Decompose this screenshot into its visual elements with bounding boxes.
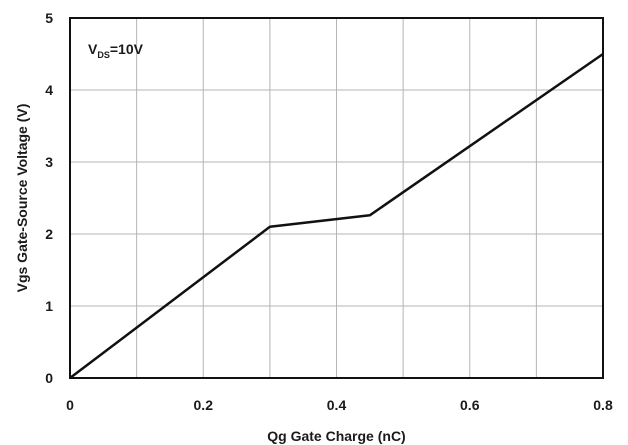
x-tick-label: 0.4 [327,397,347,413]
y-tick-label: 1 [45,298,53,314]
x-axis-ticks: 0 0.2 0.4 0.6 0.8 [66,397,613,413]
x-axis-label: Qg Gate Charge (nC) [267,428,405,444]
y-tick-label: 5 [45,10,53,26]
annotation-suffix: =10V [110,41,144,57]
y-axis-label: Vgs Gate-Source Voltage (V) [14,104,30,293]
y-tick-label: 0 [45,370,53,386]
y-axis-ticks: 0 1 2 3 4 5 [45,10,53,386]
x-tick-label: 0.6 [460,397,480,413]
x-tick-label: 0 [66,397,74,413]
plot-area-frame [69,17,604,379]
y-tick-label: 3 [45,154,53,170]
x-tick-label: 0.2 [194,397,214,413]
vds-annotation: VDS=10V [88,41,144,60]
x-tick-label: 0.8 [593,397,613,413]
y-tick-label: 2 [45,226,53,242]
annotation-subscript: DS [97,50,110,60]
grid-lines [70,18,603,378]
annotation-main: V [88,41,98,57]
series-line [69,52,604,379]
y-tick-label: 4 [45,82,53,98]
